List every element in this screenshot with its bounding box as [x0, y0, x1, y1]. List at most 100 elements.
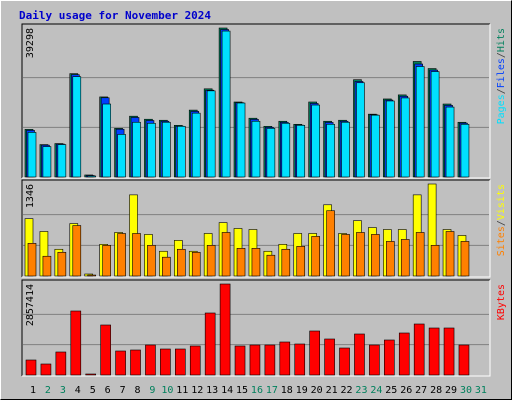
bar: [145, 344, 156, 376]
bar: [206, 245, 216, 277]
legend-separator: /: [496, 88, 507, 94]
x-tick-label: 6: [105, 385, 111, 396]
x-tick-label: 1: [30, 385, 36, 396]
x-tick-label: 23: [355, 385, 367, 396]
panel-bevel: [21, 179, 490, 277]
bar: [415, 66, 425, 178]
bar: [371, 234, 380, 277]
bar: [221, 30, 231, 178]
bar: [236, 102, 246, 178]
bar: [279, 341, 291, 376]
y-tick-label: 39298: [25, 28, 36, 58]
bar: [219, 283, 231, 376]
bar: [443, 327, 455, 376]
bar: [177, 248, 186, 277]
bar: [147, 122, 156, 178]
bar: [294, 343, 306, 376]
bar: [296, 125, 306, 178]
bar: [100, 324, 111, 376]
bar: [296, 246, 306, 277]
panel-bevel: [21, 279, 490, 376]
x-tick-label: 15: [236, 385, 248, 396]
legend-entry: KBytes: [496, 284, 507, 320]
bar: [264, 344, 276, 376]
bar: [162, 256, 171, 277]
bar: [130, 349, 141, 376]
legend-entry: Visits: [496, 184, 507, 220]
bar: [445, 231, 455, 277]
bar: [326, 210, 335, 277]
bar: [251, 248, 261, 277]
bar: [72, 225, 82, 277]
bar: [386, 100, 395, 178]
x-tick-label: 10: [161, 385, 173, 396]
legend: Sites/Visits: [496, 184, 507, 256]
bar: [326, 123, 335, 178]
bar: [27, 243, 37, 277]
bar: [430, 245, 440, 277]
chart-title: Daily usage for November 2024: [19, 9, 211, 22]
bar: [413, 323, 425, 376]
bar: [430, 71, 440, 178]
bar: [206, 90, 216, 178]
bar: [251, 120, 261, 178]
bar: [339, 347, 350, 376]
bar: [189, 345, 201, 376]
bar: [57, 144, 67, 178]
bar: [117, 233, 126, 277]
panel-bevel: [22, 280, 491, 377]
bar: [115, 350, 126, 376]
bar: [309, 330, 320, 376]
bar: [25, 359, 37, 376]
x-tick-label: 12: [191, 385, 203, 396]
x-tick-label: 2: [45, 385, 51, 396]
legend: KBytes: [496, 284, 507, 320]
legend-separator: /: [496, 52, 507, 58]
bar: [162, 121, 171, 178]
y-tick-label: 1346: [25, 184, 36, 208]
bar: [341, 121, 350, 178]
bar: [147, 245, 156, 277]
bar: [102, 103, 111, 178]
x-tick-label: 17: [266, 385, 278, 396]
x-tick-label: 25: [385, 385, 397, 396]
bar: [204, 312, 216, 376]
bar: [236, 248, 246, 277]
bar: [132, 121, 141, 178]
bar: [266, 128, 276, 178]
x-tick-label: 11: [176, 385, 188, 396]
bar: [311, 104, 320, 178]
bar: [386, 241, 395, 277]
bar: [356, 232, 365, 277]
bar: [400, 239, 410, 277]
bar: [445, 106, 455, 178]
bar: [415, 232, 425, 277]
bar: [281, 248, 291, 277]
x-tick-label: 8: [134, 385, 140, 396]
bar: [311, 236, 320, 277]
bar: [266, 254, 276, 277]
bar: [87, 175, 97, 178]
x-tick-label: 19: [296, 385, 308, 396]
x-tick-label: 31: [475, 385, 487, 396]
bar: [72, 76, 82, 178]
bar: [371, 114, 380, 178]
bar: [191, 251, 201, 277]
bar: [160, 348, 171, 376]
bar: [70, 310, 82, 376]
bar: [42, 146, 52, 178]
bar: [460, 123, 470, 178]
bar: [85, 373, 97, 376]
bar: [191, 112, 201, 178]
bar: [132, 233, 141, 277]
x-tick-label: 29: [445, 385, 457, 396]
bar: [55, 351, 67, 376]
bar: [117, 134, 126, 178]
x-tick-label: 16: [251, 385, 263, 396]
bar: [384, 339, 395, 376]
x-tick-label: 3: [60, 385, 66, 396]
legend: Pages/Files/Hits: [496, 28, 507, 124]
x-tick-label: 4: [75, 385, 81, 396]
legend-separator: /: [496, 220, 507, 226]
